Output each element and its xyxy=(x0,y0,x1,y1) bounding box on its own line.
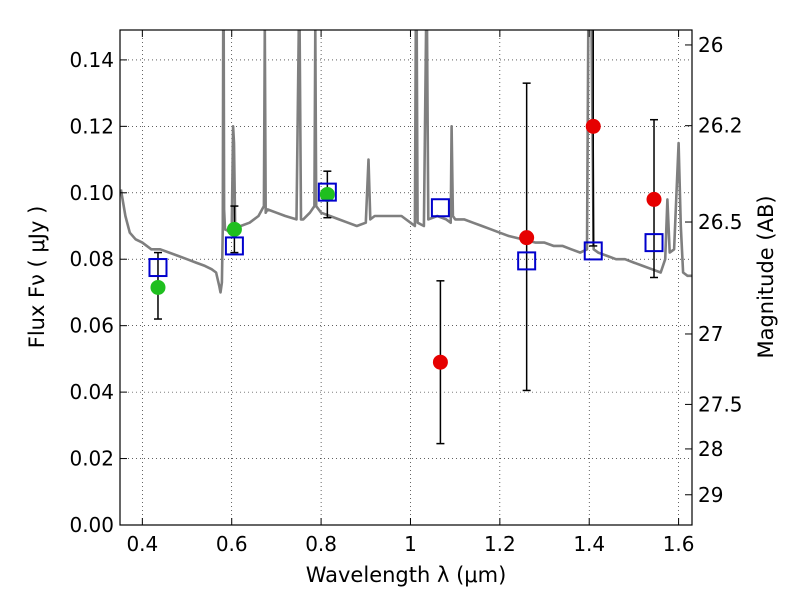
y-tick-label: 0.10 xyxy=(69,181,114,205)
y-tick-label: 0.08 xyxy=(69,247,114,271)
model-band-flux xyxy=(430,198,450,218)
y-tick-label: 0.06 xyxy=(69,314,114,338)
model-band-flux xyxy=(644,233,664,253)
data-point xyxy=(150,279,166,295)
x-tick-label: 0.4 xyxy=(126,532,158,556)
mag-tick-label: 29 xyxy=(698,483,723,507)
x-tick-label: 0.8 xyxy=(305,532,337,556)
data-point xyxy=(585,118,601,134)
model-band-flux xyxy=(224,236,244,256)
model-band-flux xyxy=(317,182,337,202)
y-axis-title: Flux Fν ( μJy ) xyxy=(25,206,49,349)
x-tick-label: 0.6 xyxy=(216,532,248,556)
y-tick-label: 0.00 xyxy=(69,513,114,537)
data-point xyxy=(432,354,448,370)
model-band-flux xyxy=(517,251,537,271)
data-point xyxy=(646,191,662,207)
x-axis-title: Wavelength λ (μm) xyxy=(306,563,507,587)
y-tick-label: 0.12 xyxy=(69,114,114,138)
y2-axis-title: Magnitude (AB) xyxy=(754,195,778,358)
x-tick-label: 1.2 xyxy=(484,532,516,556)
model-band-flux xyxy=(148,258,168,278)
mag-tick-label: 27.5 xyxy=(698,392,743,416)
model-sed-line xyxy=(120,30,692,294)
data-point xyxy=(519,230,535,246)
data-point xyxy=(319,186,335,202)
mag-tick-label: 27 xyxy=(698,322,723,346)
mag-tick-label: 26.2 xyxy=(698,114,743,138)
x-tick-label: 1 xyxy=(404,532,417,556)
mag-tick-label: 26.5 xyxy=(698,210,743,234)
y-tick-label: 0.14 xyxy=(69,48,114,72)
x-tick-label: 1.4 xyxy=(573,532,605,556)
mag-tick-label: 26 xyxy=(698,33,723,57)
y-tick-label: 0.04 xyxy=(69,380,114,404)
plot-area xyxy=(120,30,692,445)
ticks: 0.4 0.6 0.8 1 1.2 1.4 1.6 0.00 0.02 0.04 0.06 0.08 0… xyxy=(69,30,743,556)
x-tick-label: 1.6 xyxy=(663,532,695,556)
data-point xyxy=(226,221,242,237)
grid xyxy=(120,30,692,526)
plot-frame xyxy=(119,29,693,526)
y-tick-label: 0.02 xyxy=(69,447,114,471)
mag-tick-label: 28 xyxy=(698,437,723,461)
model-band-flux xyxy=(583,241,603,261)
